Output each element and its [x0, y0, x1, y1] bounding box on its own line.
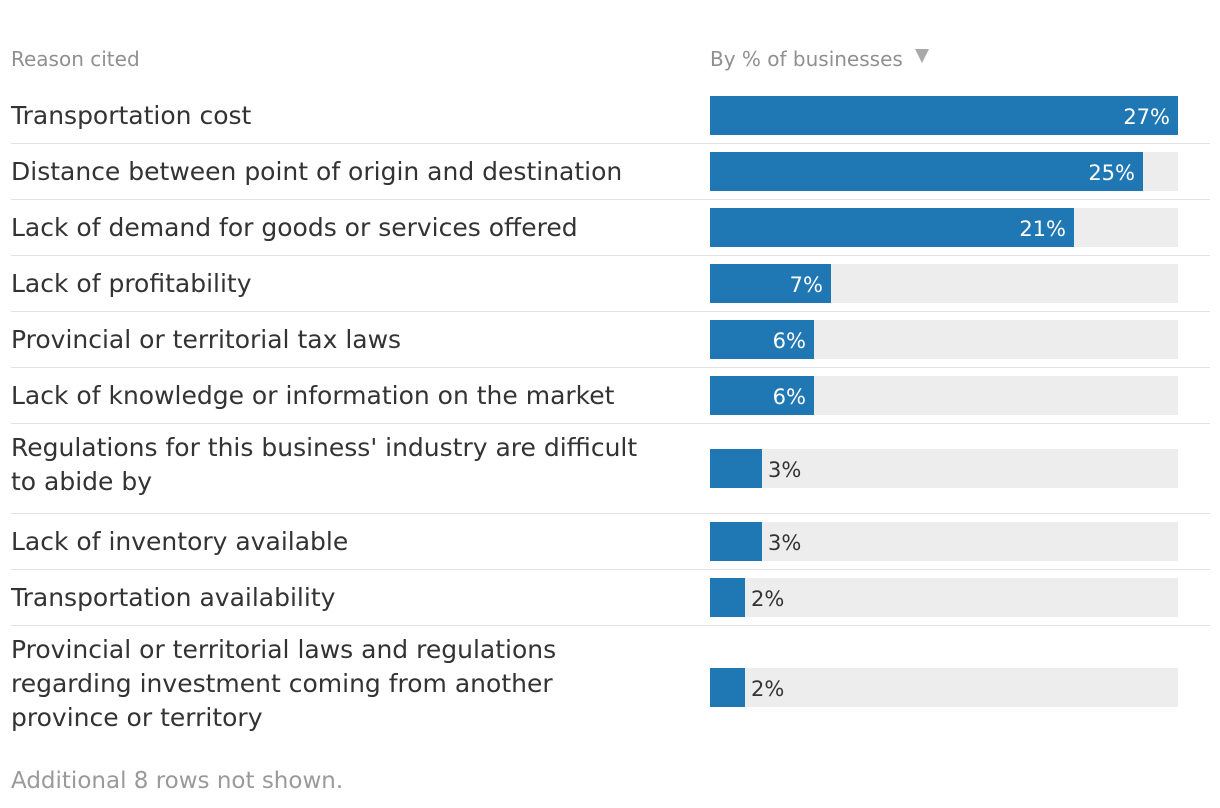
bar-value-label: 3% — [768, 531, 802, 555]
bar-value-label: 2% — [751, 677, 785, 701]
bar-track: 2% — [710, 578, 1178, 617]
bar-track: 6% — [710, 320, 1178, 359]
bar — [710, 152, 1143, 191]
bar-track: 27% — [710, 96, 1178, 135]
row-label: Regulations for this business' industry … — [11, 433, 638, 496]
bar — [710, 96, 1178, 135]
row-label: Lack of demand for goods or services off… — [11, 213, 578, 242]
bar-track: 21% — [710, 208, 1178, 247]
row-divider — [11, 143, 1210, 144]
bar-track: 3% — [710, 449, 1178, 488]
table-row: Lack of demand for goods or services off… — [0, 200, 1220, 256]
table-row: Provincial or territorial laws and regul… — [0, 626, 1220, 750]
table-row: Transportation availability 2% — [0, 570, 1220, 626]
row-label: Lack of profitability — [11, 269, 252, 298]
sort-descending-icon[interactable] — [914, 49, 929, 63]
row-divider — [11, 625, 1210, 626]
bar — [710, 668, 745, 707]
bar — [710, 376, 814, 415]
row-divider — [11, 255, 1210, 256]
bar-value-label: 6% — [772, 385, 806, 409]
table-row: Lack of profitability 7% — [0, 256, 1220, 312]
row-label: Transportation availability — [11, 583, 336, 612]
bar — [710, 320, 814, 359]
table-header: Reason cited By % of businesses — [11, 47, 1210, 75]
bar-value-label: 27% — [1123, 105, 1170, 129]
table-row: Provincial or territorial tax laws 6% — [0, 312, 1220, 368]
bar — [710, 208, 1074, 247]
bar-track: 25% — [710, 152, 1178, 191]
row-label: Distance between point of origin and des… — [11, 157, 623, 186]
bar-value-label: 25% — [1088, 161, 1135, 185]
table-row: Distance between point of origin and des… — [0, 144, 1220, 200]
bar-chart-rows: Transportation cost 27% Distance between p… — [0, 88, 1220, 750]
bar — [710, 578, 745, 617]
bar — [710, 264, 831, 303]
bar-value-label: 3% — [768, 458, 802, 482]
bar-track: 6% — [710, 376, 1178, 415]
row-divider — [11, 423, 1210, 424]
value-column-header-label: By % of businesses — [710, 47, 903, 71]
row-label: Transportation cost — [11, 101, 252, 130]
bar-value-label: 2% — [751, 587, 785, 611]
bar-track: 7% — [710, 264, 1178, 303]
bar — [710, 522, 762, 561]
table-row: Transportation cost 27% — [0, 88, 1220, 144]
table-row: Lack of knowledge or information on the … — [0, 368, 1220, 424]
bar — [710, 449, 762, 488]
bar-value-label: 7% — [789, 273, 823, 297]
bar-track: 3% — [710, 522, 1178, 561]
table-row: Regulations for this business' industry … — [0, 424, 1220, 514]
row-divider — [11, 367, 1210, 368]
bar-track: 2% — [710, 668, 1178, 707]
row-divider — [11, 513, 1210, 514]
bar-value-label: 21% — [1019, 217, 1066, 241]
reason-column-header: Reason cited — [11, 47, 140, 71]
rows-not-shown-note: Additional 8 rows not shown. — [11, 768, 344, 794]
row-label: Provincial or territorial laws and regul… — [11, 635, 557, 732]
row-label: Lack of inventory available — [11, 527, 349, 556]
bar-value-label: 6% — [772, 329, 806, 353]
row-divider — [11, 569, 1210, 570]
row-divider — [11, 199, 1210, 200]
value-column-header[interactable]: By % of businesses — [710, 47, 929, 71]
row-label: Provincial or territorial tax laws — [11, 325, 402, 354]
row-divider — [11, 311, 1210, 312]
row-label: Lack of knowledge or information on the … — [11, 381, 615, 410]
table-row: Lack of inventory available 3% — [0, 514, 1220, 570]
